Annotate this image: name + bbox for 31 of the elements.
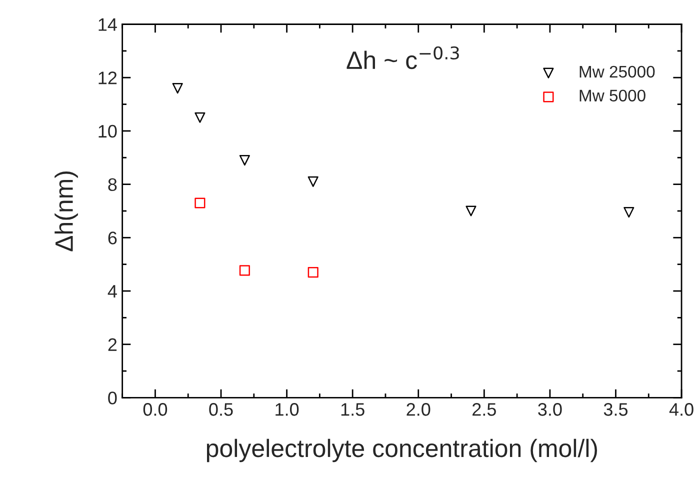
y-tick-label: 4 — [108, 285, 117, 298]
point — [172, 82, 183, 94]
legend-label: Mw 5000 — [580, 90, 646, 102]
annotation: Δh ~ c$^{−0.3}$ — [346, 46, 459, 70]
x-tick-label: 1.0 — [276, 403, 299, 416]
y-tick-label: 2 — [108, 338, 117, 351]
point — [624, 207, 634, 218]
point — [194, 112, 206, 123]
point — [194, 198, 206, 208]
y-tick-label: 6 — [108, 232, 117, 244]
point — [308, 267, 318, 278]
x-tick-label: 1.5 — [341, 403, 364, 416]
y-tick-label: 12 — [98, 72, 117, 84]
y-tick-label: 14 — [98, 18, 117, 31]
y-tick-label: 10 — [98, 124, 117, 138]
point — [308, 176, 318, 187]
y-tick-label: 0 — [108, 392, 117, 404]
y-axis-title: Δh(nm) — [54, 172, 78, 252]
x-tick-label: 0.5 — [209, 403, 233, 416]
legend-label: Mw 25000 — [580, 66, 655, 78]
x-tick-label: 0.0 — [143, 403, 168, 416]
point — [239, 265, 250, 276]
x-tick-label: 2.5 — [472, 403, 496, 416]
point — [466, 206, 476, 216]
x-tick-label: 4.0 — [669, 403, 694, 416]
x-tick-label: 3.5 — [604, 403, 628, 416]
y-tick-label: 8 — [108, 178, 117, 192]
x-axis-title: polyelectrolyte concentration (mol/l) — [206, 438, 597, 462]
x-tick-label: 2.0 — [406, 403, 430, 416]
x-tick-label: 3.0 — [538, 403, 562, 416]
point — [239, 155, 250, 166]
